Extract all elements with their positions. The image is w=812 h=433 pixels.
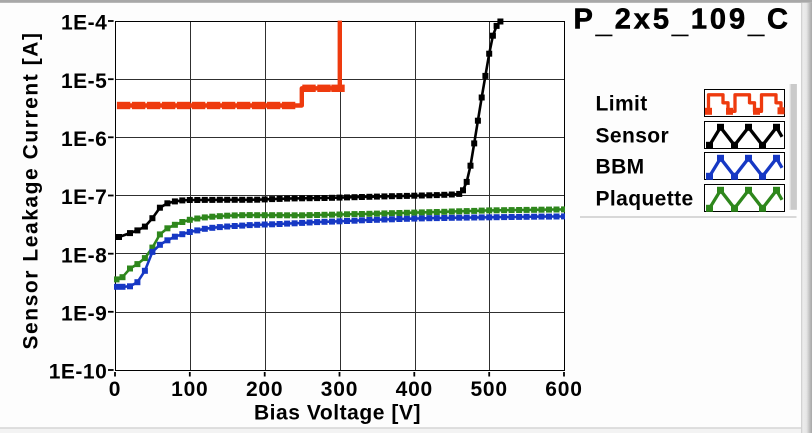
svg-text:200: 200 [246,378,283,401]
svg-text:100: 100 [171,378,208,401]
svg-text:Limit: Limit [596,92,648,115]
svg-text:Sensor: Sensor [596,124,670,147]
svg-text:300: 300 [321,378,358,401]
svg-text:Bias Voltage [V]: Bias Voltage [V] [254,402,421,425]
svg-text:1E-6: 1E-6 [61,128,107,151]
svg-text:0: 0 [109,378,121,401]
svg-text:Plaquette: Plaquette [596,187,694,210]
svg-text:Sensor Leakage Current [A]: Sensor Leakage Current [A] [20,31,43,349]
svg-text:1E-9: 1E-9 [61,302,107,325]
svg-text:500: 500 [470,378,507,401]
svg-text:1E-4: 1E-4 [61,12,107,35]
svg-text:1E-8: 1E-8 [61,244,107,267]
svg-text:P_2x5_109_C: P_2x5_109_C [574,4,791,40]
svg-text:1E-10: 1E-10 [49,361,108,384]
svg-text:BBM: BBM [596,155,645,178]
svg-text:400: 400 [396,378,433,401]
svg-text:1E-7: 1E-7 [61,186,107,209]
svg-text:600: 600 [545,378,582,401]
svg-text:1E-5: 1E-5 [61,70,107,93]
